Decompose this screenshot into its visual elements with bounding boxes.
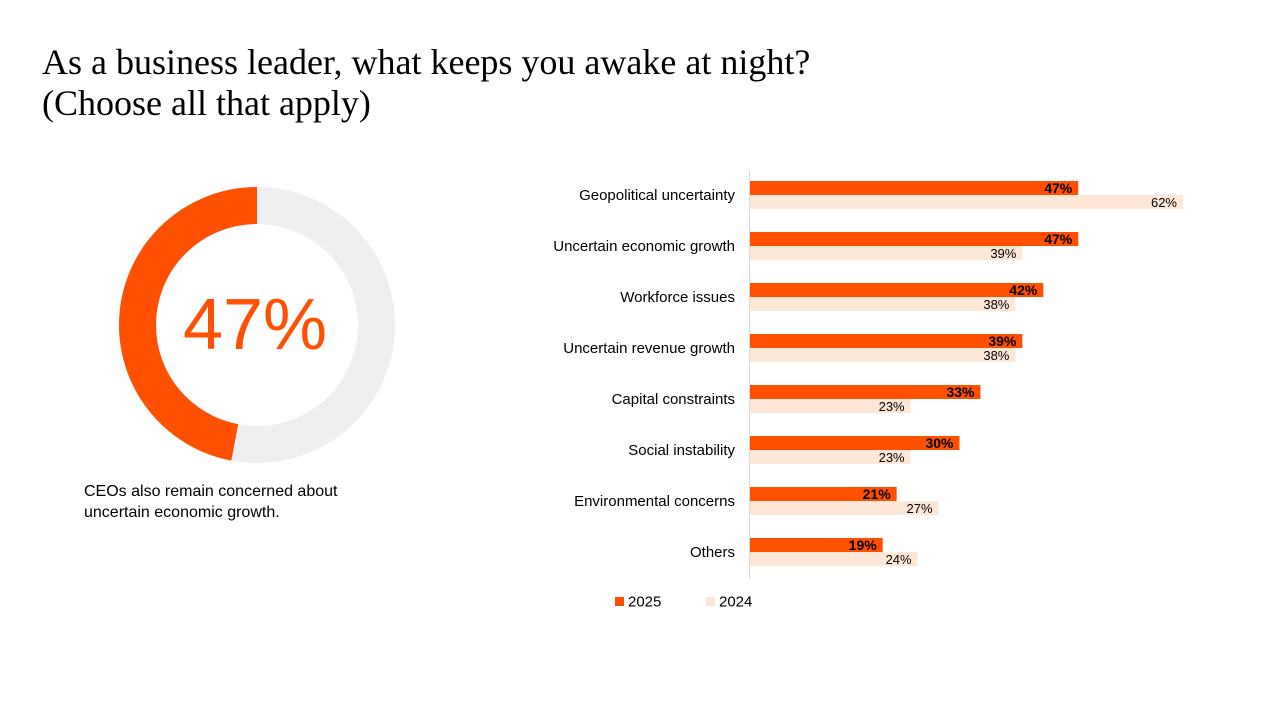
bar-2025 [750, 181, 1079, 195]
category-label: Others [690, 544, 735, 561]
data-label-2024: 39% [990, 246, 1016, 261]
bar-2025 [750, 334, 1023, 348]
category-label: Environmental concerns [574, 493, 735, 510]
bar-2024 [750, 399, 911, 413]
category-label: Uncertain revenue growth [563, 340, 735, 357]
bars-layer: Geopolitical uncertainty 47% 62% Uncertain … [553, 180, 1183, 567]
data-label-2024: 24% [886, 552, 912, 567]
data-label-2024: 38% [983, 348, 1009, 363]
legend-swatch-2024 [706, 597, 715, 606]
bar-2025 [750, 538, 883, 552]
donut-center-value: 47% [182, 285, 328, 365]
category-label: Uncertain economic growth [553, 238, 735, 255]
data-label-2024: 27% [907, 501, 933, 516]
slide-title: As a business leader, what keeps you awa… [42, 42, 1042, 124]
bar-2025 [750, 232, 1079, 246]
data-label-2024: 23% [879, 450, 905, 465]
bar-2024 [750, 501, 939, 515]
bar-2024 [750, 450, 911, 464]
bar-2025 [750, 487, 897, 501]
slide-title-line-2: (Choose all that apply) [42, 83, 371, 123]
data-label-2025: 39% [988, 333, 1017, 349]
data-label-2025: 30% [925, 435, 954, 451]
bar-2024 [750, 348, 1016, 362]
bar-2024 [750, 195, 1183, 209]
category-label: Geopolitical uncertainty [579, 187, 735, 204]
bar-2024 [750, 297, 1016, 311]
category-label: Workforce issues [620, 289, 735, 306]
legend-label-2025: 2025 [628, 594, 661, 611]
data-label-2025: 21% [863, 486, 892, 502]
data-label-2025: 33% [946, 384, 975, 400]
data-label-2025: 42% [1009, 282, 1038, 298]
data-label-2025: 47% [1044, 180, 1073, 196]
donut-chart [119, 187, 395, 463]
bar-2025 [750, 283, 1044, 297]
legend-swatch-2025 [615, 597, 624, 606]
data-label-2025: 47% [1044, 231, 1073, 247]
data-label-2024: 62% [1151, 195, 1177, 210]
donut-caption: CEOs also remain concerned about uncerta… [84, 483, 338, 521]
bar-2024 [750, 552, 918, 566]
bar-2025 [750, 385, 981, 399]
data-label-2024: 38% [983, 297, 1009, 312]
data-label-2024: 23% [879, 399, 905, 414]
slide-title-line-1: As a business leader, what keeps you awa… [42, 42, 811, 82]
data-label-2025: 19% [849, 537, 878, 553]
category-label: Social instability [628, 442, 735, 459]
legend-label-2024: 2024 [719, 594, 752, 611]
donut-segment-highlight [119, 187, 395, 463]
chart-legend: 2025 2024 [615, 594, 752, 611]
bar-2024 [750, 246, 1023, 260]
category-label: Capital constraints [612, 391, 735, 408]
bar-2025 [750, 436, 960, 450]
